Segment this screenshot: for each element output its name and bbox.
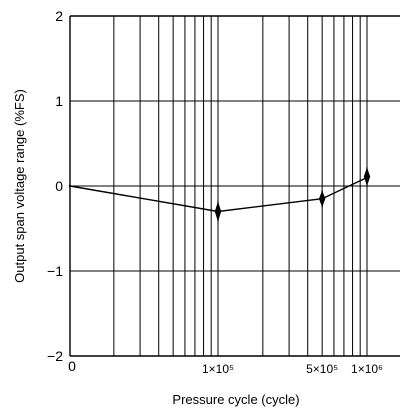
x-axis-title: Pressure cycle (cycle) bbox=[172, 392, 299, 407]
error-bar-marker bbox=[214, 201, 222, 222]
data-point bbox=[68, 184, 72, 188]
y-tick-label: 1 bbox=[55, 93, 63, 109]
x-tick-label: 1×10⁶ bbox=[351, 362, 383, 376]
error-bar-marker bbox=[363, 167, 371, 186]
x-origin-label: 0 bbox=[68, 358, 76, 374]
tick-labels: 2 1 0 −1 −2 0 1×10⁵ 5×10⁵ 1×10⁶ bbox=[47, 8, 383, 376]
x-tick-label: 5×10⁵ bbox=[306, 362, 338, 376]
y-tick-label: 2 bbox=[55, 8, 63, 24]
error-bar-marker bbox=[318, 190, 326, 208]
y-tick-label: −1 bbox=[47, 263, 63, 279]
x-tick-label: 1×10⁵ bbox=[202, 362, 234, 376]
y-tick-label: −2 bbox=[47, 348, 63, 364]
series-line bbox=[69, 176, 368, 213]
data-series bbox=[68, 167, 371, 222]
y-axis-title: Output span voltage range (%FS) bbox=[12, 89, 27, 283]
y-tick-label: 0 bbox=[55, 178, 63, 194]
